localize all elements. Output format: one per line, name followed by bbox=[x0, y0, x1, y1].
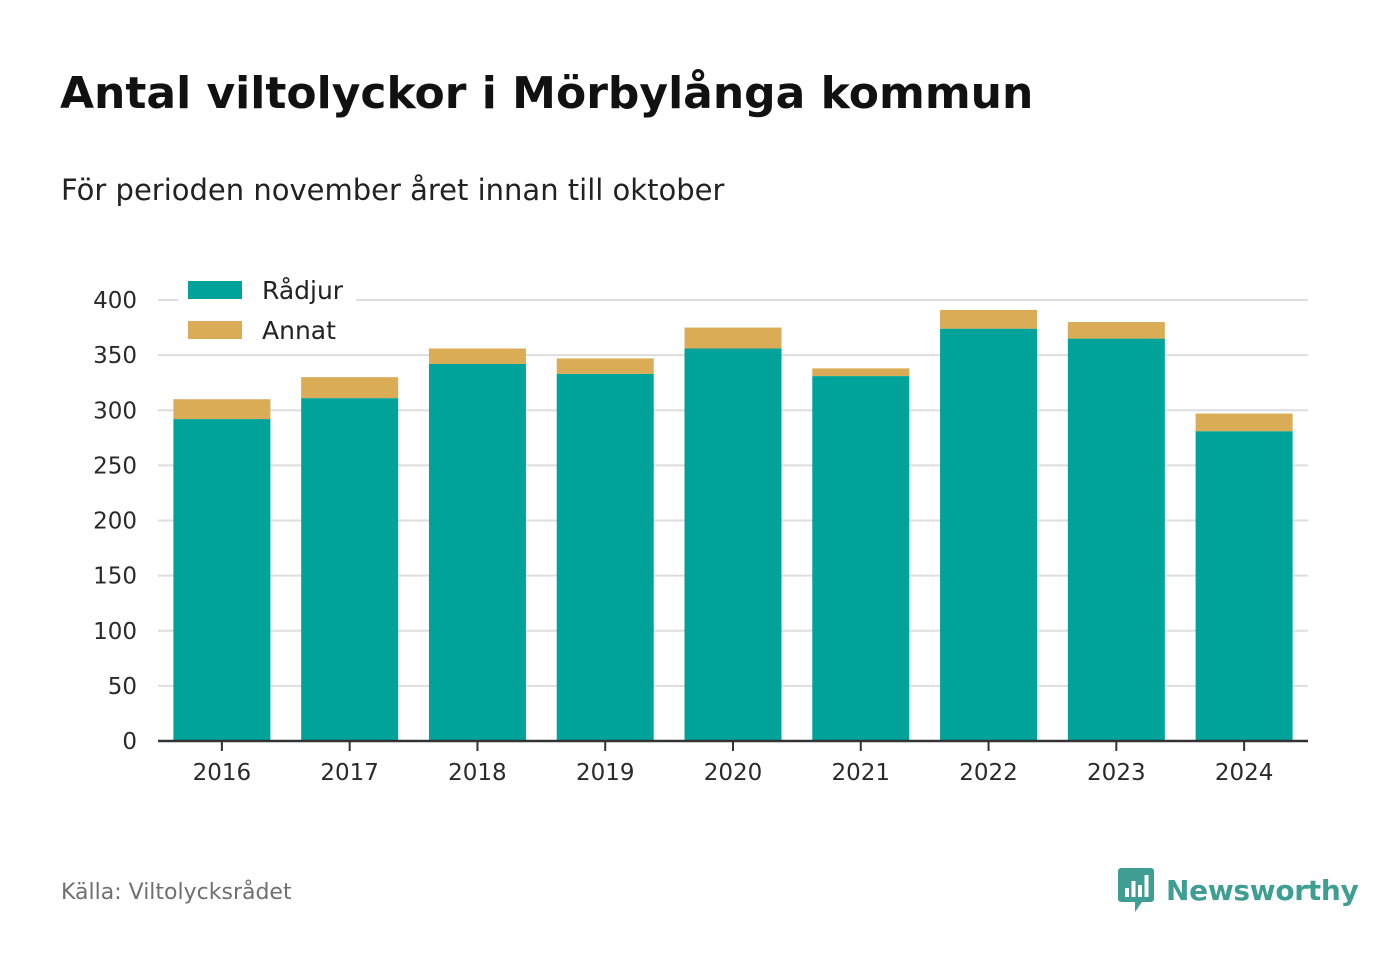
brand-name: Newsworthy bbox=[1166, 873, 1359, 907]
bar-annat bbox=[684, 327, 782, 349]
legend-label: Rådjur bbox=[262, 276, 344, 305]
x-tick-label: 2016 bbox=[193, 760, 252, 786]
y-tick-label: 350 bbox=[93, 343, 137, 369]
y-tick-label: 200 bbox=[93, 509, 137, 535]
bar-radjur bbox=[1195, 431, 1293, 741]
chart-subtitle: För perioden november året innan till ok… bbox=[61, 173, 725, 207]
bar-annat bbox=[556, 358, 654, 374]
bar-radjur bbox=[940, 328, 1038, 741]
y-tick-label: 0 bbox=[122, 729, 137, 755]
x-tick-label: 2024 bbox=[1215, 760, 1274, 786]
y-tick-label: 300 bbox=[93, 398, 137, 424]
bar-chart-speech-bubble-icon bbox=[1118, 868, 1154, 912]
legend-swatch bbox=[188, 321, 242, 339]
x-tick-label: 2019 bbox=[576, 760, 635, 786]
chart-title: Antal viltolyckor i Mörbylånga kommun bbox=[60, 68, 1034, 119]
x-tick-label: 2018 bbox=[448, 760, 507, 786]
legend-label: Annat bbox=[262, 316, 336, 345]
y-tick-label: 150 bbox=[93, 564, 137, 590]
bar-annat bbox=[812, 368, 910, 377]
bar-radjur bbox=[1067, 338, 1165, 741]
bar-radjur bbox=[812, 376, 910, 741]
bar-annat bbox=[428, 348, 526, 364]
legend-swatch bbox=[188, 281, 242, 299]
bars bbox=[173, 309, 1293, 741]
x-tick-label: 2017 bbox=[320, 760, 379, 786]
bar-annat bbox=[301, 377, 399, 399]
bar-radjur bbox=[301, 398, 399, 741]
x-tick-label: 2021 bbox=[832, 760, 891, 786]
bar-radjur bbox=[428, 363, 526, 741]
source-note: Källa: Viltolycksrådet bbox=[61, 880, 292, 905]
y-tick-label: 250 bbox=[93, 453, 137, 479]
x-tick-label: 2023 bbox=[1087, 760, 1146, 786]
bar-annat bbox=[1195, 413, 1293, 432]
y-tick-label: 50 bbox=[108, 674, 137, 700]
bar-radjur bbox=[173, 419, 271, 741]
axes: 0 50 100 150 200 250 300 350 400 2016 2017 2018 2019… bbox=[93, 288, 1308, 786]
bar-radjur bbox=[556, 373, 654, 741]
y-tick-label: 400 bbox=[93, 288, 137, 314]
bar-annat bbox=[940, 309, 1038, 329]
x-tick-label: 2020 bbox=[704, 760, 763, 786]
brand-logo: Newsworthy bbox=[1118, 866, 1359, 914]
bar-annat bbox=[1067, 322, 1165, 339]
legend: Rådjur Annat bbox=[178, 274, 356, 350]
bar-radjur bbox=[684, 348, 782, 741]
y-tick-label: 100 bbox=[93, 619, 137, 645]
bar-annat bbox=[173, 399, 271, 420]
x-tick-label: 2022 bbox=[959, 760, 1018, 786]
